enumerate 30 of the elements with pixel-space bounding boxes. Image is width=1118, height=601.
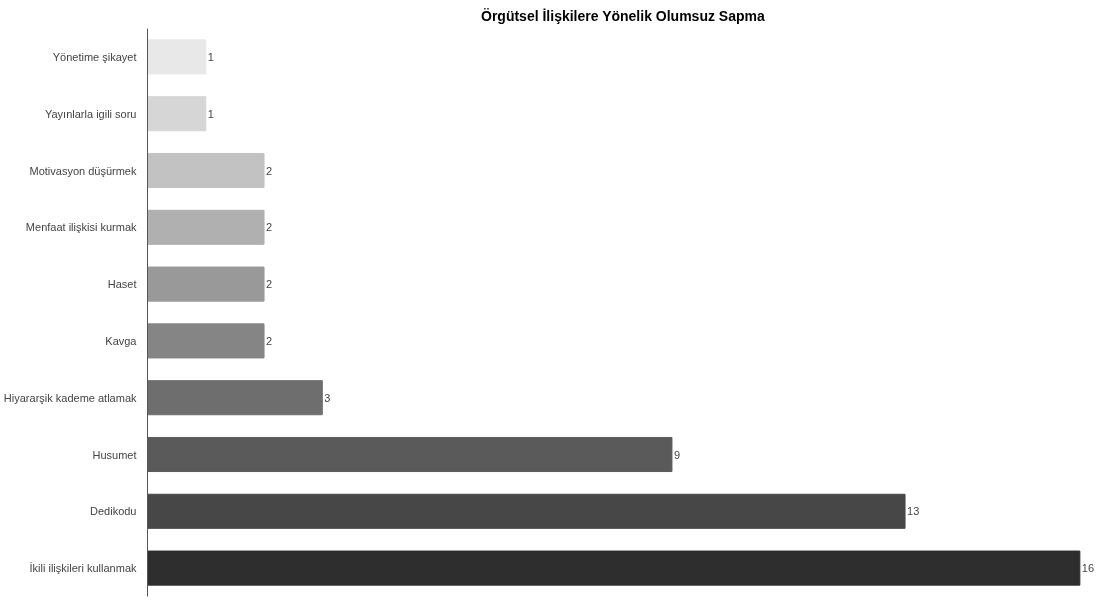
data-label: 9: [673, 448, 681, 461]
bar: [147, 323, 265, 359]
bar: [147, 493, 906, 529]
bar: [147, 96, 207, 132]
y-tick-label: Menfaat ilişkisi kurmak: [25, 221, 137, 234]
bar: [147, 550, 1081, 586]
bar: [147, 39, 207, 75]
data-label: 13: [907, 505, 920, 518]
chart-title: Örgütsel İlişkilere Yönelik Olumsuz Sapma: [481, 7, 765, 24]
data-label: 2: [266, 278, 273, 291]
data-label: 1: [207, 107, 214, 120]
data-label: 16: [1081, 562, 1095, 575]
y-tick-label: Haset: [107, 278, 137, 291]
data-label: 3: [324, 391, 331, 404]
bar: [147, 266, 265, 302]
y-tick-label: Husumet: [92, 448, 137, 461]
y-tick-label: Yayınlarla igili soru: [45, 107, 137, 120]
y-tick-label: Hiyararşik kademe atlamak: [3, 391, 137, 404]
bar: [147, 152, 265, 189]
data-label: 2: [266, 334, 273, 347]
data-label: 2: [266, 164, 273, 177]
data-label: 2: [266, 221, 273, 234]
y-tick-label: Dedikodu: [90, 505, 137, 518]
y-tick-label: İkili ilişkileri kullanmak: [29, 562, 137, 575]
data-label: 1: [207, 50, 214, 63]
y-tick-label: Yönetime şikayet: [52, 50, 137, 63]
y-tick-label: Kavga: [105, 334, 138, 347]
bar: [147, 209, 265, 245]
bar: [147, 380, 323, 416]
y-tick-label: Motivasyon düşürmek: [29, 164, 137, 177]
